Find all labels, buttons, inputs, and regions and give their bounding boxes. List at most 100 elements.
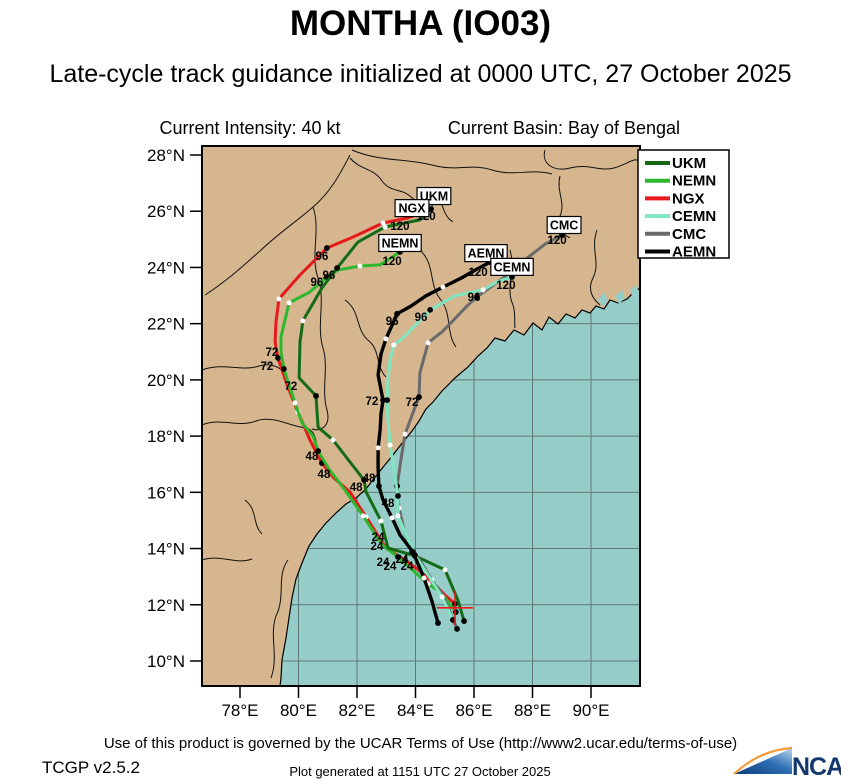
- hour-label: 96: [386, 316, 399, 328]
- track-12h-point: [402, 431, 408, 437]
- legend-label: UKM: [672, 155, 706, 172]
- track-24h-point: [427, 306, 434, 313]
- tcgp-version: TCGP v2.5.2: [42, 758, 140, 777]
- current-basin-label: Current Basin: Bay of Bengal: [447, 118, 681, 138]
- y-tick-label: 16°N: [147, 483, 185, 502]
- hour-label: 96: [316, 251, 329, 263]
- track-24h-point: [380, 397, 386, 404]
- track-12h-point: [357, 263, 363, 269]
- hour-label: 96: [311, 277, 324, 289]
- track-12h-point: [330, 437, 336, 443]
- track-24h-point: [428, 206, 434, 212]
- hour-label: 120: [547, 235, 566, 247]
- current-intensity-label: Current Intensity: 40 kt: [159, 118, 341, 138]
- model-tag-box: [394, 199, 430, 218]
- legend-label: CEMN: [672, 208, 716, 225]
- track-24h-point: [313, 393, 319, 399]
- track-24h-point: [416, 394, 422, 400]
- track-24h-point: [323, 245, 330, 251]
- hour-label: 72: [284, 381, 297, 393]
- y-tick-label: 24°N: [147, 258, 185, 277]
- ncar-sail-arc: [733, 746, 793, 775]
- track-24h-point: [376, 483, 382, 490]
- track-24h-point: [395, 493, 401, 499]
- y-tick-label: 12°N: [147, 596, 185, 615]
- hour-label: 24: [396, 554, 409, 566]
- hour-label: 120: [496, 280, 515, 292]
- x-tick-label: 88°E: [514, 701, 551, 720]
- track-12h-point: [440, 284, 446, 290]
- storm-title: MONTHA (IO03): [289, 4, 552, 43]
- track-12h-point: [421, 575, 427, 581]
- y-tick-label: 28°N: [147, 146, 185, 165]
- map-frame: [201, 145, 641, 687]
- x-tick-label: 86°E: [455, 701, 492, 720]
- track-12h-point: [395, 513, 401, 519]
- hour-label: 48: [363, 473, 376, 485]
- track-12h-point: [480, 287, 486, 293]
- track-12h-point: [383, 336, 389, 342]
- hour-label: 48: [382, 498, 395, 510]
- model-tag-CMC: CMC: [546, 215, 582, 235]
- hour-label: 72: [366, 396, 379, 408]
- track-12h-point: [375, 445, 381, 451]
- model-tag-NGX: NGX: [394, 199, 430, 218]
- track-12h-point: [292, 400, 298, 406]
- hour-label: 24: [377, 557, 390, 569]
- track-AEMN: [375, 259, 493, 626]
- y-tick-label: 10°N: [147, 652, 185, 671]
- model-tag-text: CEMN: [494, 260, 531, 274]
- hour-label: 120: [469, 267, 488, 279]
- legend-item-CEMN: CEMN: [645, 208, 716, 225]
- hour-label: 72: [265, 347, 278, 359]
- model-tag-box: [546, 215, 582, 235]
- initial-position-cross: [436, 590, 473, 625]
- hour-label: 48: [350, 482, 363, 494]
- track-12h-point: [378, 518, 384, 524]
- track-12h-point: [300, 318, 306, 324]
- track-line-AEMN: [376, 260, 492, 625]
- y-tick-label: 18°N: [147, 427, 185, 446]
- legend-item-CMC: CMC: [645, 226, 706, 243]
- model-tag-NEMN: NEMN: [378, 233, 422, 253]
- track-24h-point: [452, 609, 459, 615]
- legend-label: NGX: [672, 190, 705, 207]
- ncar-sail-icon: [734, 748, 792, 774]
- plot-subtitle: Late-cycle track guidance initialized at…: [49, 60, 792, 88]
- track-24h-point: [280, 366, 287, 372]
- track-line-UKM: [297, 207, 466, 623]
- hour-label: 72: [261, 361, 274, 373]
- track-24h-point: [409, 549, 416, 555]
- x-tick-label: 84°E: [397, 701, 434, 720]
- model-tag-text: NEMN: [382, 236, 419, 250]
- legend-item-AEMN: AEMN: [645, 244, 716, 261]
- model-tag-text: NGX: [398, 202, 426, 216]
- x-tick-label: 80°E: [280, 701, 317, 720]
- track-24h-point: [435, 620, 441, 626]
- hour-label: 24: [372, 532, 385, 544]
- hour-label: 96: [323, 270, 336, 282]
- ncar-logo: NCAR: [733, 746, 841, 780]
- legend-item-NEMN: NEMN: [645, 173, 716, 190]
- track-24h-point: [454, 626, 460, 632]
- track-24h-point: [461, 618, 467, 624]
- model-tag-text: CMC: [550, 218, 578, 232]
- track-24h-point: [275, 355, 281, 361]
- track-24h-point: [384, 397, 391, 404]
- ncar-logo-text: NCAR: [792, 753, 841, 780]
- track-12h-point: [380, 220, 386, 226]
- hour-label: 72: [406, 397, 419, 409]
- hour-label: 48: [318, 469, 331, 481]
- y-tick-label: 22°N: [147, 315, 185, 334]
- delta-inlets: [598, 285, 639, 307]
- legend-item-NGX: NGX: [645, 190, 705, 207]
- track-12h-point: [439, 594, 445, 600]
- legend-label: AEMN: [672, 244, 716, 261]
- model-tag-box: [464, 244, 508, 263]
- forecast-hour-labels: 1201201201201201209696969696967272727272…: [261, 211, 567, 573]
- track-12h-point: [286, 300, 292, 306]
